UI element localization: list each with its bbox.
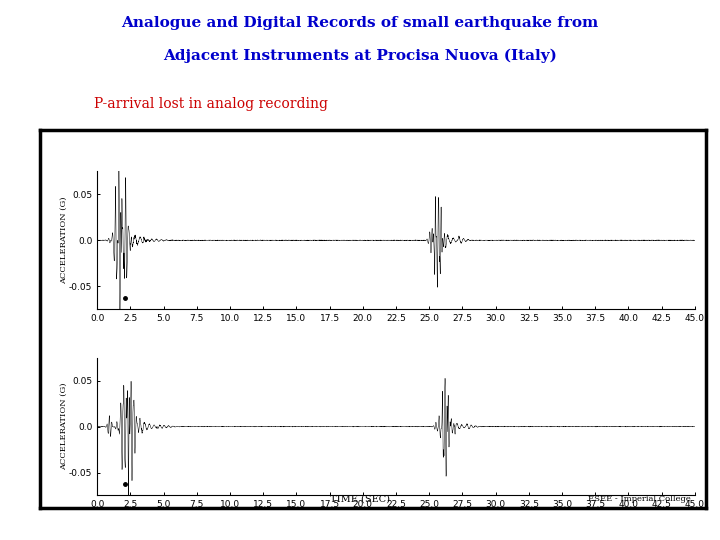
Text: Adjacent Instruments at Procisa Nuova (Italy): Adjacent Instruments at Procisa Nuova (I… — [163, 49, 557, 63]
Text: P-arrival lost in analog recording: P-arrival lost in analog recording — [94, 97, 328, 111]
Text: Analogue and Digital Records of small earthquake from: Analogue and Digital Records of small ea… — [122, 16, 598, 30]
Text: ESEE - Imperial College: ESEE - Imperial College — [588, 495, 691, 503]
Text: TIME (SEC): TIME (SEC) — [330, 494, 390, 503]
Y-axis label: ACCELERATION (G): ACCELERATION (G) — [60, 197, 68, 284]
Y-axis label: ACCELERATION (G): ACCELERATION (G) — [60, 383, 68, 470]
